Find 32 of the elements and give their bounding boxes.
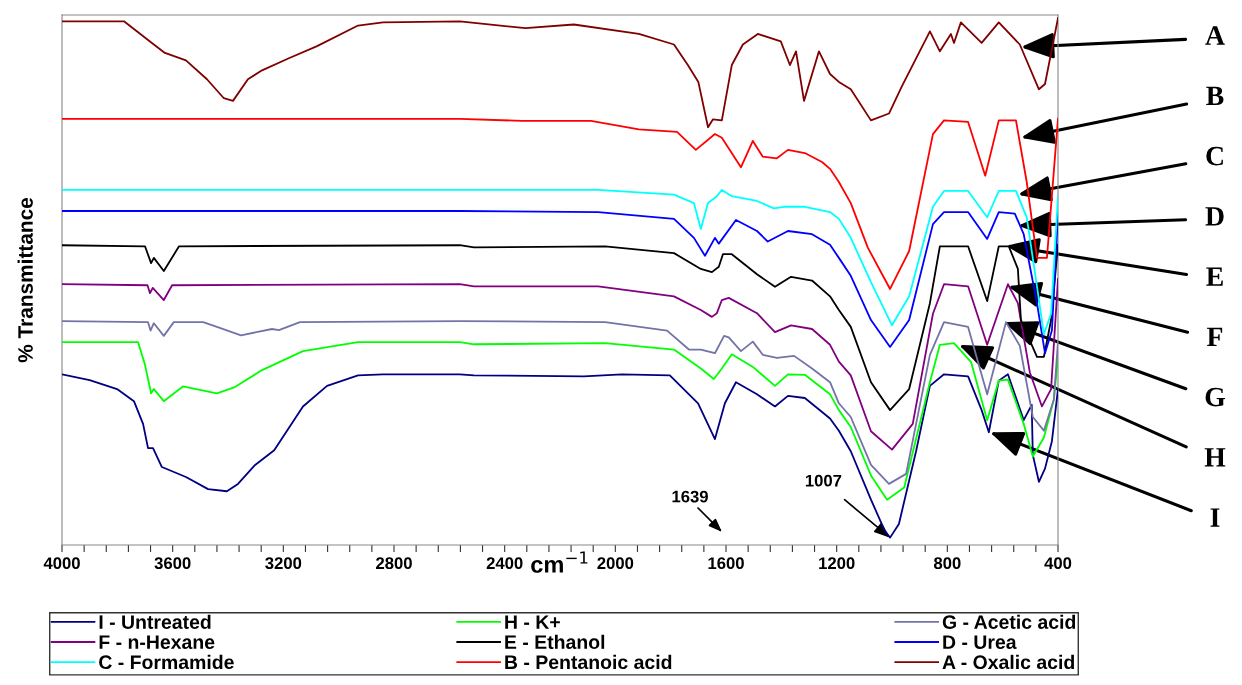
annotation: B [1206,86,1224,106]
annotation: E [1206,267,1223,286]
y-axis-title: % Transmittance [17,197,33,363]
x-tick-label: 800 [933,557,961,570]
legend-label: C - Formamide [99,654,234,670]
x-tick-label: 3200 [265,557,302,570]
legend-label: I - Untreated [99,614,211,629]
legend-label: B - Pentanoic acid [505,654,672,670]
annotation: 1639 [672,490,708,503]
annotation: H [1204,448,1226,467]
legend-label: D - Urea [943,635,1017,650]
legend-label: F - n-Hexane [99,635,215,650]
annotation: F [1206,327,1223,346]
x-tick-label: 4000 [43,557,80,570]
annotation: C [1206,146,1223,166]
annotation: A [1205,26,1225,45]
x-tick-label: 3600 [154,557,191,570]
legend-label: A - Oxalic acid [942,654,1074,670]
annotation: I [1210,508,1220,527]
annotation: D [1205,207,1224,226]
x-tick-label: 2800 [376,557,412,570]
x-axis-title: cm$^{−1}$ [531,551,588,573]
legend-label: E - Ethanol [505,634,605,650]
legend-label: G - Acetic acid [942,614,1076,629]
legend-label: H - K+ [505,615,560,629]
x-tick-label: 2400 [486,557,523,570]
x-tick-label: 1200 [819,557,855,570]
x-tick-label: 2000 [597,557,634,570]
annotation: 1007 [805,474,842,487]
x-tick-label: 400 [1044,557,1072,570]
annotation: G [1205,387,1226,407]
x-tick-label: 1600 [708,557,744,570]
